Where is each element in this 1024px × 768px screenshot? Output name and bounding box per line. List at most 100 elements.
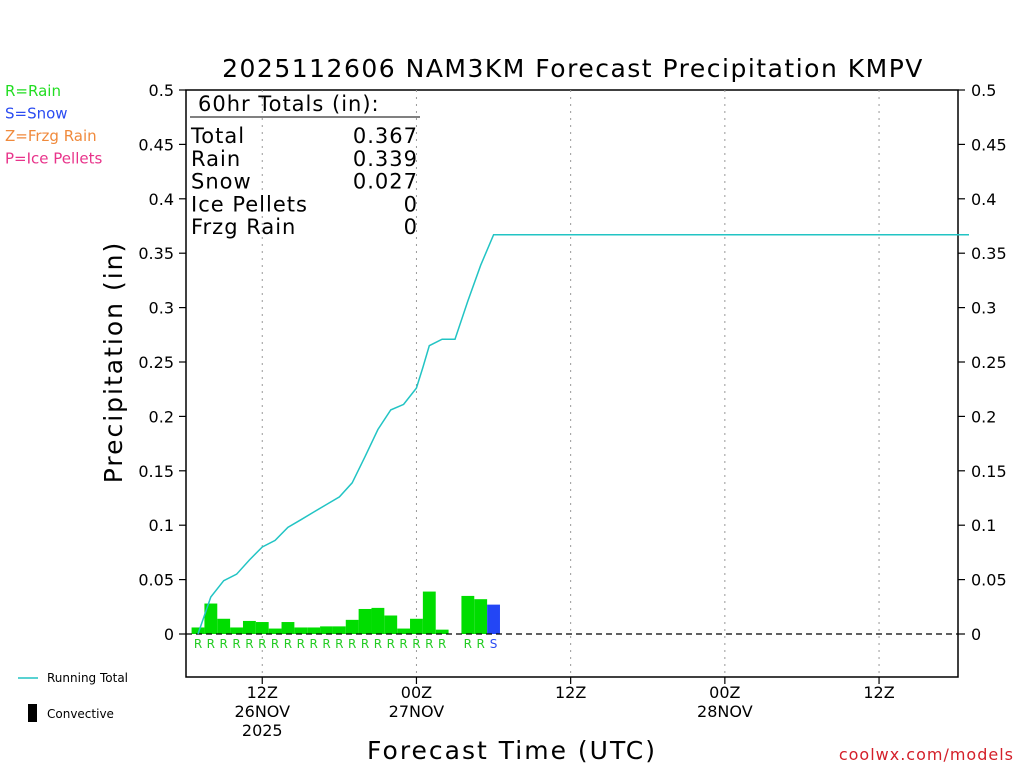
x-tick-label: 00Z (709, 683, 740, 702)
precip-type-letter: R (399, 637, 407, 651)
precip-type-letter: S (490, 637, 498, 651)
y-tick-label-left: 0.4 (149, 190, 174, 209)
precip-type-letter: R (271, 637, 279, 651)
precip-type-letter: R (387, 637, 395, 651)
totals-row-value: 0 (404, 192, 418, 216)
hourly-bar (461, 595, 475, 634)
precip-type-letter: R (464, 637, 472, 651)
y-tick-label-left: 0.1 (149, 516, 174, 535)
hourly-bar (435, 629, 449, 634)
hourly-bar (268, 628, 282, 634)
totals-box: 60hr Totals (in): Total 0.367 Rain 0.339 Sno… (190, 92, 420, 239)
y-axis-right: 0 0.05 0.1 0.15 0.2 0.25 0.3 0.35 0.4 0.45 0.5 (958, 81, 1007, 644)
totals-row-label: Rain (191, 147, 241, 171)
plot-frame (185, 89, 959, 678)
precip-type-letter: R (245, 637, 253, 651)
hourly-bar (320, 626, 333, 634)
y-axis-label: Precipitation (in) (99, 241, 128, 484)
totals-row-label: Total (190, 124, 245, 148)
hourly-bar (191, 627, 205, 634)
precip-type-letter: R (438, 637, 446, 651)
precip-type-legend-item: R=Rain (5, 82, 61, 100)
precip-type-letter: R (284, 637, 292, 651)
hourly-bar (242, 620, 256, 634)
totals-row-label: Snow (191, 170, 252, 194)
totals-header: 60hr Totals (in): (198, 92, 380, 116)
hourly-bar (474, 599, 488, 634)
convective-legend-label: Convective (47, 707, 114, 721)
hourly-bar (332, 626, 346, 634)
x-tick-label: 12Z (555, 683, 586, 702)
chart-title: 2025112606 NAM3KM Forecast Precipitation… (222, 54, 924, 83)
x-tick-label: 12Z (863, 683, 894, 702)
y-tick-label-right: 0.45 (971, 135, 1007, 154)
y-tick-label-left: 0.25 (138, 353, 174, 372)
y-tick-label-right: 0 (971, 625, 981, 644)
hourly-bars (191, 591, 500, 634)
x-axis-label: Forecast Time (UTC) (367, 736, 657, 765)
precip-type-legend-item: P=Ice Pellets (5, 150, 102, 168)
hourly-bar (281, 622, 295, 634)
hourly-bar (422, 591, 436, 634)
x-tick-label: 28NOV (697, 702, 753, 721)
hourly-bar (255, 622, 269, 634)
precip-type-letter: R (425, 637, 433, 651)
totals-row-label: Frzg Rain (191, 215, 296, 239)
y-tick-label-right: 0.15 (971, 462, 1007, 481)
bottom-legend: Running Total Convective (18, 671, 128, 722)
hourly-bar (294, 627, 308, 634)
precip-type-letter: R (194, 637, 202, 651)
y-axis-left: 0 0.05 0.1 0.15 0.2 0.25 0.3 0.35 0.4 0.45 0.5 (138, 81, 186, 644)
hourly-bar (204, 603, 218, 634)
y-tick-label-left: 0.35 (138, 244, 174, 263)
hourly-bar (371, 607, 385, 634)
hourly-bar (384, 615, 398, 634)
precip-type-letter: R (220, 637, 228, 651)
precip-type-letter: R (348, 637, 356, 651)
precip-type-legend: R=Rain S=Snow Z=Frzg Rain P=Ice Pellets (5, 82, 102, 168)
precip-type-letter: R (477, 637, 485, 651)
y-tick-label-left: 0.2 (149, 407, 174, 426)
x-tick-label: 26NOV (234, 702, 290, 721)
precip-type-letter: R (232, 637, 240, 651)
hourly-bar (487, 604, 500, 634)
precip-type-letter: R (258, 637, 266, 651)
precip-type-letter: R (207, 637, 215, 651)
totals-row-label: Ice Pellets (191, 192, 308, 216)
precip-type-letter: R (335, 637, 343, 651)
precip-type-letter: R (322, 637, 330, 651)
hourly-bar (358, 608, 372, 634)
y-tick-label-left: 0.3 (149, 299, 174, 318)
y-tick-label-right: 0.4 (971, 190, 996, 209)
precip-type-letter: R (374, 637, 382, 651)
y-tick-label-right: 0.5 (971, 81, 996, 100)
y-tick-label-right: 0.25 (971, 353, 1007, 372)
x-tick-label: 12Z (247, 683, 278, 702)
y-tick-label-left: 0.45 (138, 135, 174, 154)
running-total-line (197, 233, 969, 635)
hourly-bar (410, 618, 423, 634)
y-tick-label-right: 0.1 (971, 516, 996, 535)
precip-type-letter: R (361, 637, 369, 651)
totals-row-value: 0.367 (353, 124, 418, 148)
precip-type-legend-item: Z=Frzg Rain (5, 127, 97, 145)
y-tick-label-left: 0 (164, 625, 174, 644)
x-tick-label: 00Z (401, 683, 432, 702)
y-tick-label-left: 0.5 (149, 81, 174, 100)
hourly-bar (345, 619, 359, 634)
hourly-bar (230, 627, 243, 634)
y-tick-label-right: 0.3 (971, 299, 996, 318)
x-tick-label: 27NOV (389, 702, 445, 721)
y-tick-label-left: 0.05 (138, 571, 174, 590)
y-tick-label-right: 0.2 (971, 407, 996, 426)
hourly-bar (307, 627, 321, 634)
precip-type-letter: R (309, 637, 317, 651)
totals-row-value: 0.339 (353, 147, 418, 171)
hourly-bar (397, 628, 411, 634)
x-tick-label: 2025 (242, 721, 283, 740)
totals-row-value: 0.027 (353, 170, 418, 194)
y-tick-label-right: 0.35 (971, 244, 1007, 263)
